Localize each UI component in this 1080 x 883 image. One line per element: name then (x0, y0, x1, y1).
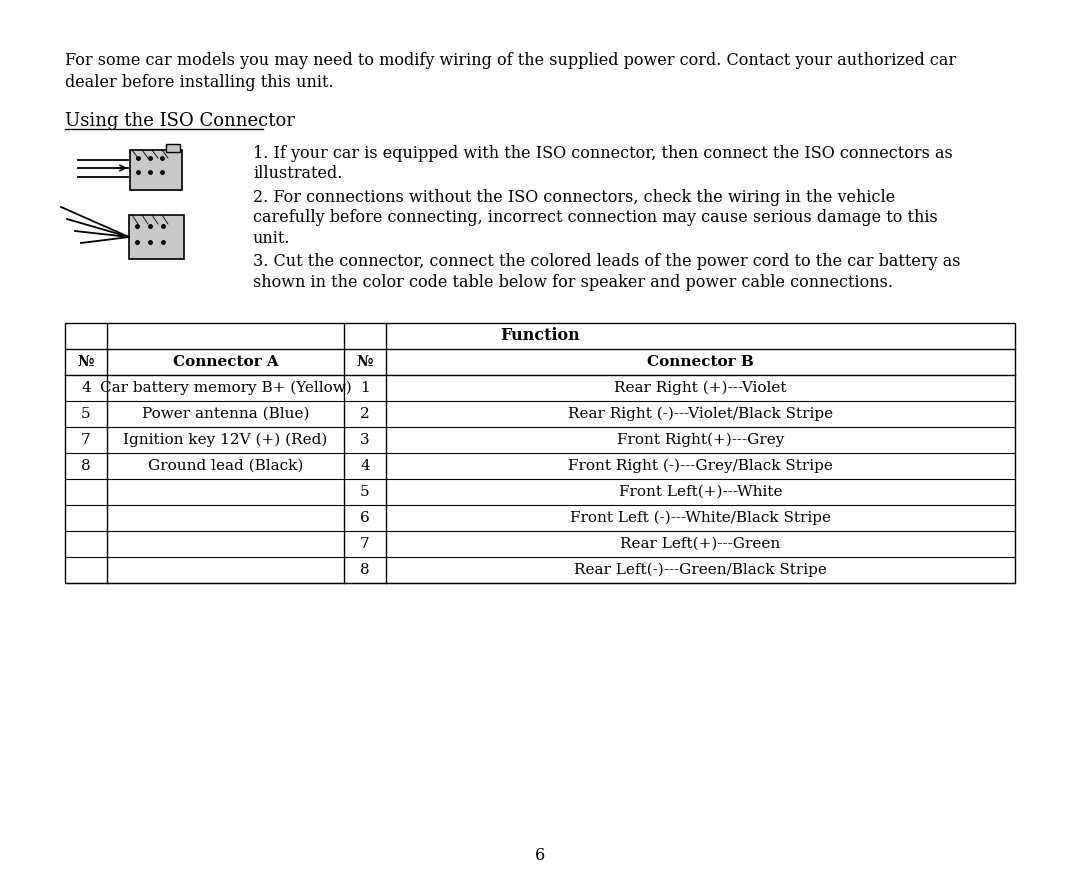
Text: Rear Right (-)---Violet/Black Stripe: Rear Right (-)---Violet/Black Stripe (568, 407, 833, 421)
Text: 2. For connections without the ISO connectors, check the wiring in the vehicle: 2. For connections without the ISO conne… (253, 189, 895, 206)
Bar (65, 323, 1015, 583)
FancyBboxPatch shape (130, 150, 183, 190)
Text: 3: 3 (361, 433, 369, 447)
Text: №: № (78, 355, 94, 369)
Text: carefully before connecting, incorrect connection may cause serious damage to th: carefully before connecting, incorrect c… (253, 209, 937, 227)
Text: unit.: unit. (253, 230, 291, 247)
Text: 4: 4 (81, 381, 91, 395)
FancyBboxPatch shape (129, 215, 184, 259)
Text: Front Right(+)---Grey: Front Right(+)---Grey (617, 433, 784, 447)
Text: Front Right (-)---Grey/Black Stripe: Front Right (-)---Grey/Black Stripe (568, 459, 833, 473)
Text: 3. Cut the connector, connect the colored leads of the power cord to the car bat: 3. Cut the connector, connect the colore… (253, 253, 960, 270)
Text: Ground lead (Black): Ground lead (Black) (148, 459, 303, 473)
Text: 2: 2 (360, 407, 369, 421)
Text: 5: 5 (361, 485, 369, 499)
Text: Car battery memory B+ (Yellow): Car battery memory B+ (Yellow) (99, 381, 351, 396)
Text: 7: 7 (361, 537, 369, 551)
Text: Rear Right (+)---Violet: Rear Right (+)---Violet (615, 381, 786, 396)
Text: Ignition key 12V (+) (Red): Ignition key 12V (+) (Red) (123, 433, 327, 447)
Text: For some car models you may need to modify wiring of the supplied power cord. Co: For some car models you may need to modi… (65, 52, 956, 69)
Text: 6: 6 (535, 847, 545, 864)
Text: Rear Left(-)---Green/Black Stripe: Rear Left(-)---Green/Black Stripe (575, 562, 827, 577)
Text: illustrated.: illustrated. (253, 165, 342, 183)
Text: shown in the color code table below for speaker and power cable connections.: shown in the color code table below for … (253, 274, 893, 291)
Text: dealer before installing this unit.: dealer before installing this unit. (65, 74, 334, 91)
Text: 8: 8 (361, 563, 369, 577)
Text: 8: 8 (81, 459, 91, 473)
Text: Function: Function (500, 328, 580, 344)
FancyBboxPatch shape (166, 144, 180, 152)
Text: 7: 7 (81, 433, 91, 447)
Text: Connector B: Connector B (647, 355, 754, 369)
Text: Front Left(+)---White: Front Left(+)---White (619, 485, 782, 499)
Text: Connector A: Connector A (173, 355, 279, 369)
Text: Using the ISO Connector: Using the ISO Connector (65, 112, 295, 130)
Text: 5: 5 (81, 407, 91, 421)
Text: 6: 6 (360, 511, 369, 525)
Text: 1: 1 (360, 381, 369, 395)
Text: Rear Left(+)---Green: Rear Left(+)---Green (620, 537, 781, 551)
Text: 4: 4 (360, 459, 369, 473)
Text: 1. If your car is equipped with the ISO connector, then connect the ISO connecto: 1. If your car is equipped with the ISO … (253, 145, 953, 162)
Text: Power antenna (Blue): Power antenna (Blue) (141, 407, 309, 421)
Text: №: № (356, 355, 374, 369)
Text: Front Left (-)---White/Black Stripe: Front Left (-)---White/Black Stripe (570, 510, 831, 525)
